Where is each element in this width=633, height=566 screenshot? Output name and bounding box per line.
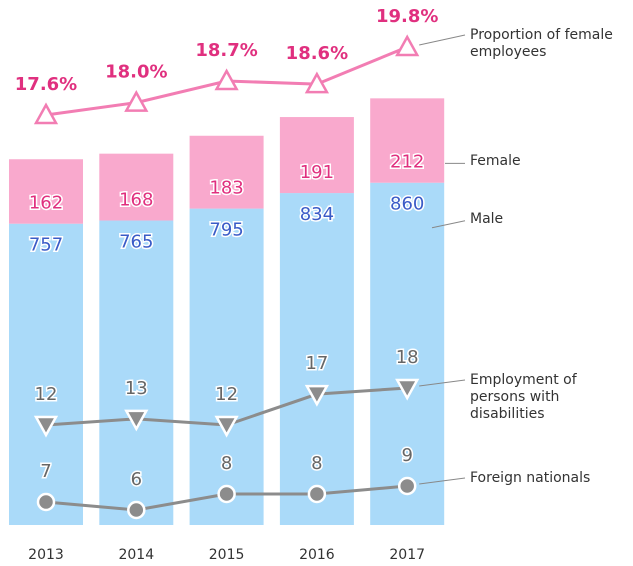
data-label: 18.6% <box>286 43 348 64</box>
bar-segment <box>370 98 445 183</box>
bar-segment <box>189 208 264 525</box>
x-tick-label: 2014 <box>118 547 154 563</box>
data-label: 19.8% <box>376 6 438 27</box>
data-label: 860 <box>390 194 424 215</box>
data-label: 7 <box>40 461 51 482</box>
data-label: 9 <box>401 445 412 466</box>
marker <box>124 90 149 112</box>
data-label: 12 <box>35 384 58 405</box>
marker <box>395 34 420 57</box>
marker <box>307 484 327 504</box>
data-label: 8 <box>221 453 232 474</box>
marker <box>397 476 417 496</box>
data-label: 757 <box>29 235 63 256</box>
data-label: 18.0% <box>105 62 167 83</box>
leader-line <box>419 477 466 485</box>
marker <box>124 409 149 432</box>
data-label: 6 <box>131 469 142 490</box>
marker <box>33 102 59 125</box>
x-tick-label: 2017 <box>389 547 425 563</box>
leader-line <box>419 379 466 387</box>
marker <box>304 384 330 407</box>
legend-label: Employment of persons with disabilities <box>470 372 577 422</box>
bar-segment <box>279 117 354 194</box>
bar-segment <box>99 153 174 221</box>
data-label: 8 <box>311 453 322 474</box>
data-label: 18.7% <box>195 40 257 61</box>
data-label: 795 <box>209 220 243 241</box>
data-label: 834 <box>300 204 334 225</box>
marker <box>127 500 146 520</box>
marker <box>33 415 59 438</box>
legend-label: Female <box>470 153 521 170</box>
data-label: 17 <box>305 353 328 374</box>
marker <box>214 68 239 91</box>
data-label: 12 <box>215 384 238 405</box>
leader-line <box>419 34 466 46</box>
x-tick-label: 2015 <box>209 547 245 563</box>
data-label: 183 <box>209 178 243 199</box>
bar-segment <box>9 223 83 526</box>
data-label: 191 <box>300 162 334 183</box>
data-label: 168 <box>119 190 153 211</box>
legend-label: Foreign nationals <box>470 470 591 486</box>
legend-label: Proportion of female employees <box>470 27 613 60</box>
x-tick-label: 2016 <box>299 547 335 563</box>
marker <box>214 415 239 438</box>
data-label: 17.6% <box>15 74 77 95</box>
leader-line <box>431 220 466 229</box>
marker <box>217 484 236 504</box>
bar-segment <box>9 159 83 224</box>
data-label: 765 <box>119 232 153 253</box>
x-tick-label: 2013 <box>28 547 64 563</box>
legend-label: Male <box>470 210 504 227</box>
data-label: 13 <box>125 378 148 399</box>
bar-segment <box>370 182 445 525</box>
bar-segment <box>279 193 354 525</box>
bar-segment <box>189 135 264 209</box>
marker <box>304 71 330 94</box>
bar-segment <box>99 220 174 525</box>
data-label: 162 <box>29 193 63 214</box>
data-label: 18 <box>396 347 419 368</box>
marker <box>395 378 420 401</box>
marker <box>36 492 56 512</box>
data-label: 212 <box>390 152 424 173</box>
